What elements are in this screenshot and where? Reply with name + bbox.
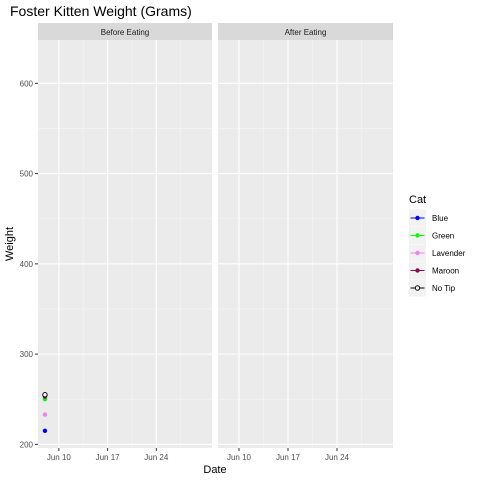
panel-after-eating [218,40,393,448]
legend-point [415,215,420,221]
strip-after-eating [218,23,393,40]
point-no-tip [42,392,48,398]
legend-item-maroon: Maroon [409,262,459,279]
y-tick-label: 600 [20,79,34,88]
x-tick-label: Jun 17 [96,453,121,462]
y-axis-title: Weight [4,227,16,261]
x-axis-title: Date [203,464,226,476]
point-lavender [42,412,48,417]
grid-before-eating [38,40,212,448]
y-tick-label: 400 [20,260,34,269]
x-axis: Jun 10 Jun 17 Jun 24 Jun 10 Jun 17 Jun 24 [47,448,350,462]
legend-label: Lavender [432,249,466,258]
legend-label: Maroon [432,267,459,276]
x-tick-label: Jun 24 [325,453,350,462]
legend-item-no-tip: No Tip [409,279,456,297]
strip-label-before-eating: Before Eating [101,28,149,37]
x-tick-label: Jun 10 [47,453,72,462]
legend-point [414,285,421,291]
legend-point [415,268,420,273]
legend-title: Cat [409,194,426,206]
legend-point [415,233,420,238]
legend-label: Green [432,232,454,241]
points-before-eating [42,392,48,434]
panel-before-eating [38,40,212,448]
legend-item-lavender: Lavender [409,244,466,262]
x-tick-label: Jun 10 [227,453,252,462]
x-tick-label: Jun 24 [144,453,169,462]
y-tick-label: 300 [20,350,34,359]
x-tick-label: Jun 17 [276,453,301,462]
chart-title: Foster Kitten Weight (Grams) [10,3,192,19]
facet-after-eating: After Eating [218,23,393,448]
legend-item-green: Green [409,227,454,244]
legend-item-blue: Blue [409,209,449,227]
strip-label-after-eating: After Eating [285,28,327,37]
grid-after-eating [218,40,393,448]
y-tick-label: 500 [20,170,34,179]
point-blue [42,428,48,434]
legend-label: Blue [432,214,449,223]
legend-point [415,250,420,256]
facet-before-eating: Before Eating [38,23,212,448]
y-axis: 200 300 400 500 600 [20,79,38,449]
strip-before-eating [38,23,212,40]
legend: Cat Blue Green Lavender Maroon No Tip [409,194,466,297]
legend-label: No Tip [432,284,456,293]
y-tick-label: 200 [20,440,34,449]
